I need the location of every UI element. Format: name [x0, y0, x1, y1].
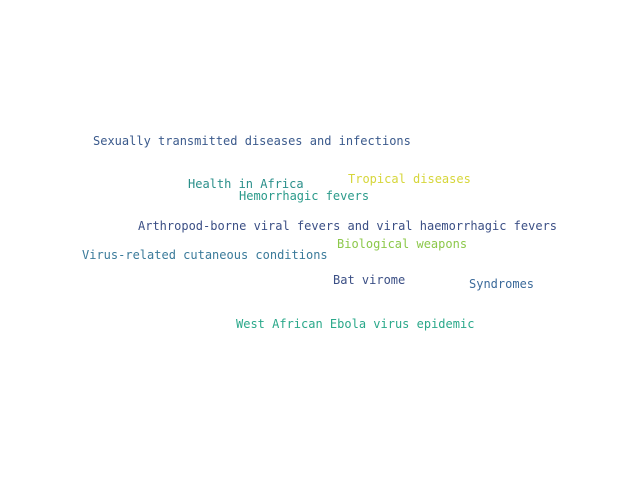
word-biological-weapons: Biological weapons [337, 237, 468, 251]
word-tropical-diseases: Tropical diseases [348, 172, 471, 186]
word-hemorrhagic-fevers: Hemorrhagic fevers [239, 189, 370, 203]
word-bat-virome: Bat virome [333, 273, 406, 287]
word-syndromes: Syndromes [469, 277, 535, 291]
word-west-african-ebola-epidemic: West African Ebola virus epidemic [236, 317, 475, 331]
word-health-in-africa: Health in Africa [188, 177, 304, 191]
word-sexually-transmitted-diseases: Sexually transmitted diseases and infect… [93, 134, 411, 148]
word-virus-related-cutaneous-conditions: Virus-related cutaneous conditions [82, 248, 328, 262]
word-arthropod-borne-viral-fevers: Arthropod-borne viral fevers and viral h… [138, 219, 558, 233]
